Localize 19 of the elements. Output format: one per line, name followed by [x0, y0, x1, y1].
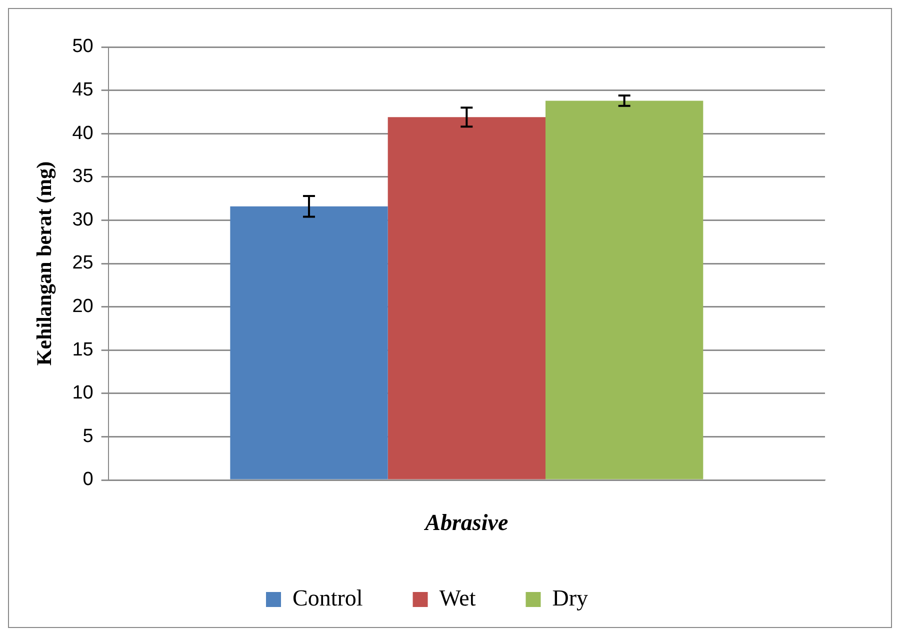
- bar: [388, 117, 546, 480]
- y-tick-label: 20: [72, 296, 94, 318]
- y-tick-label: 5: [82, 426, 94, 447]
- x-axis-title: Abrasive: [423, 510, 508, 536]
- legend-label: Control: [292, 586, 363, 611]
- y-tick-label: 45: [72, 80, 94, 101]
- y-axis-title: Kehilangan berat (mg): [32, 161, 56, 366]
- y-tick-label: 10: [72, 382, 94, 404]
- legend-label: Dry: [552, 586, 589, 611]
- y-tick-label: 40: [72, 122, 94, 144]
- y-tick-label: 15: [72, 339, 94, 360]
- y-tick-label: 25: [72, 252, 94, 274]
- legend-label: Wet: [439, 586, 476, 611]
- y-tick-label: 35: [72, 166, 94, 188]
- y-tick-label: 0: [82, 469, 94, 490]
- y-tick-label: 30: [72, 209, 94, 230]
- y-tick-label: 50: [72, 36, 94, 58]
- bar: [230, 206, 388, 480]
- bar: [546, 100, 704, 480]
